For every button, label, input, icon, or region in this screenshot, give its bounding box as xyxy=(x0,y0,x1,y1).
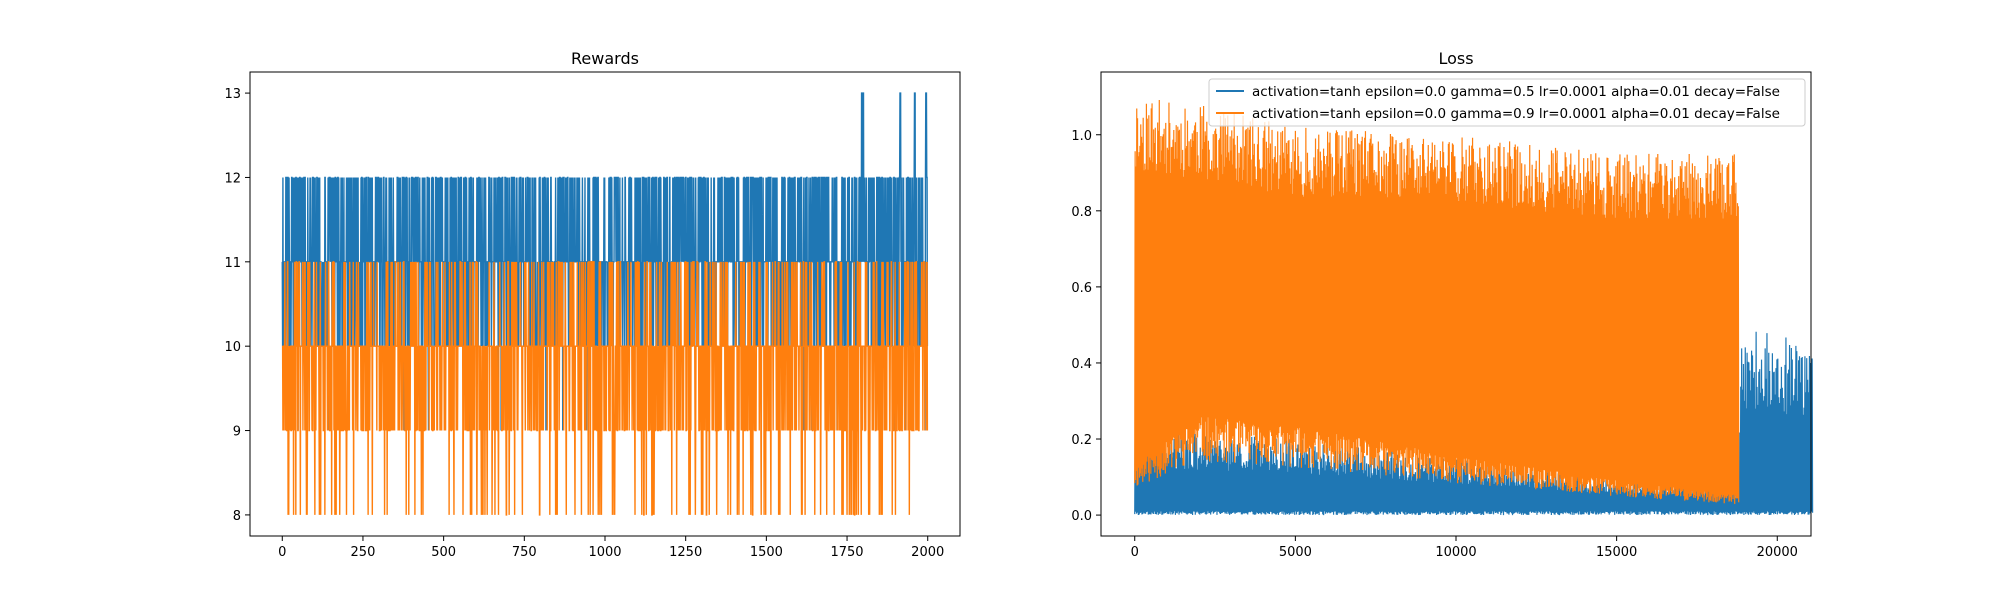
rewards-plot-area xyxy=(281,92,929,516)
rewards-ytick-label: 9 xyxy=(233,425,241,440)
rewards-xtick-label: 1000 xyxy=(588,545,621,560)
rewards-ytick-label: 11 xyxy=(224,256,241,271)
rewards-xtick-label: 1250 xyxy=(669,545,702,560)
rewards-title: Rewards xyxy=(571,49,639,68)
rewards-ytick-label: 8 xyxy=(233,509,241,524)
rewards-xtick-label: 2000 xyxy=(911,545,944,560)
rewards-xtick-label: 750 xyxy=(512,545,537,560)
rewards-xtick-label: 1750 xyxy=(830,545,863,560)
rewards-xtick-label: 1500 xyxy=(750,545,783,560)
loss-frame xyxy=(1100,71,1812,537)
loss-xtick-label: 0 xyxy=(1131,545,1139,560)
loss-xtick-label: 10000 xyxy=(1435,545,1476,560)
loss-ticks: 0 5000 10000 15000 20000 0.0 0.2 0.4 0.6 0.8 1.0 xyxy=(1071,129,1798,560)
loss-xtick-label: 15000 xyxy=(1596,545,1637,560)
loss-ytick-label: 0.4 xyxy=(1071,357,1092,372)
rewards-frame xyxy=(249,71,961,537)
rewards-series-2-line xyxy=(281,261,929,516)
rewards-ticks: 0 250 500 750 1000 1250 1500 1750 2000 8 9 10 11 12 13 xyxy=(224,87,944,560)
loss-ytick-label: 0.0 xyxy=(1071,509,1092,524)
loss-axes: Loss 0 5000 10000 15000 20000 0.0 0.2 0.4 0.6 0.8… xyxy=(1071,49,1814,560)
loss-ytick-label: 0.8 xyxy=(1071,205,1092,220)
loss-series-1-line xyxy=(1134,331,1814,516)
loss-legend: activation=tanh epsilon=0.0 gamma=0.5 lr… xyxy=(1208,78,1806,127)
loss-ytick-label: 0.6 xyxy=(1071,281,1092,296)
rewards-xtick-label: 500 xyxy=(431,545,456,560)
rewards-axes: Rewards 0 250 500 750 1000 1250 1500 1750 2000 8 9… xyxy=(224,49,961,560)
rewards-xtick-label: 250 xyxy=(351,545,376,560)
loss-title: Loss xyxy=(1438,49,1473,68)
loss-xtick-label: 5000 xyxy=(1279,545,1312,560)
loss-ytick-label: 1.0 xyxy=(1071,129,1092,144)
legend-box xyxy=(1208,78,1806,127)
loss-series-2-line xyxy=(1134,100,1740,504)
legend-label-series-1: activation=tanh epsilon=0.0 gamma=0.5 lr… xyxy=(1252,84,1780,100)
rewards-ytick-label: 10 xyxy=(224,340,241,355)
rewards-xtick-label: 0 xyxy=(278,545,286,560)
rewards-series-1-line xyxy=(281,92,929,431)
rewards-ytick-label: 13 xyxy=(224,87,241,102)
rewards-ytick-label: 12 xyxy=(224,171,241,186)
loss-xtick-label: 20000 xyxy=(1757,545,1798,560)
legend-label-series-2: activation=tanh epsilon=0.0 gamma=0.9 lr… xyxy=(1252,106,1780,122)
loss-plot-area xyxy=(1134,100,1814,516)
loss-ytick-label: 0.2 xyxy=(1071,433,1092,448)
